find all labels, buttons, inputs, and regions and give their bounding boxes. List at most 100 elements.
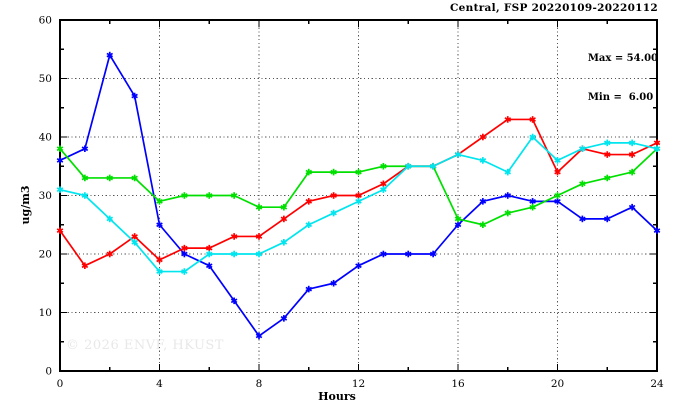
data-point-marker bbox=[106, 51, 114, 59]
data-point-marker bbox=[330, 168, 337, 176]
data-point-marker bbox=[554, 198, 561, 205]
stats-box: Max = 54.00 Min = 6.00 bbox=[588, 26, 658, 130]
data-point-marker bbox=[330, 209, 337, 217]
data-point-marker bbox=[380, 180, 387, 188]
data-point-marker bbox=[181, 192, 188, 199]
data-point-marker bbox=[603, 139, 611, 147]
data-point-marker bbox=[305, 221, 313, 229]
watermark: © 2026 ENVF, HKUST bbox=[66, 338, 224, 353]
data-point-marker bbox=[380, 162, 387, 170]
y-tick-label: 20 bbox=[39, 249, 52, 261]
data-point-marker bbox=[380, 186, 387, 193]
data-point-marker bbox=[255, 233, 263, 240]
data-point-marker bbox=[579, 180, 586, 188]
data-point-marker bbox=[330, 192, 337, 199]
data-point-marker bbox=[205, 250, 213, 258]
data-point-marker bbox=[106, 215, 114, 223]
x-tick-label: 16 bbox=[451, 378, 465, 390]
data-point-marker bbox=[255, 332, 263, 340]
data-point-marker bbox=[230, 192, 238, 199]
data-point-marker bbox=[628, 203, 636, 211]
data-point-marker bbox=[429, 250, 437, 258]
data-point-marker bbox=[355, 198, 362, 205]
data-point-marker bbox=[56, 157, 64, 164]
data-point-marker bbox=[156, 268, 163, 275]
data-point-marker bbox=[603, 174, 611, 182]
data-point-marker bbox=[81, 192, 89, 199]
y-tick-label: 10 bbox=[39, 307, 52, 319]
data-point-marker bbox=[355, 262, 362, 269]
data-point-marker bbox=[56, 227, 64, 234]
data-point-marker bbox=[230, 250, 238, 258]
data-point-marker bbox=[181, 268, 188, 275]
data-point-marker bbox=[305, 168, 313, 176]
x-tick-label: 4 bbox=[156, 378, 163, 390]
data-point-marker bbox=[404, 162, 412, 170]
data-point-marker bbox=[355, 192, 362, 199]
data-point-marker bbox=[529, 133, 536, 141]
data-point-marker bbox=[156, 198, 163, 205]
x-axis-title: Hours bbox=[318, 390, 356, 403]
data-point-marker bbox=[653, 139, 661, 147]
data-point-marker bbox=[131, 239, 138, 246]
data-point-marker bbox=[603, 151, 611, 158]
x-tick-label: 12 bbox=[352, 378, 365, 390]
series-20220111 bbox=[56, 116, 661, 269]
data-point-marker bbox=[280, 239, 288, 246]
data-point-marker bbox=[504, 192, 512, 199]
data-point-marker bbox=[156, 221, 163, 229]
data-point-marker bbox=[81, 262, 89, 269]
data-point-marker bbox=[106, 174, 114, 182]
x-tick-label: 8 bbox=[256, 378, 263, 390]
data-point-marker bbox=[255, 250, 263, 258]
data-point-marker bbox=[529, 198, 536, 205]
data-point-marker bbox=[181, 244, 188, 252]
data-point-marker bbox=[479, 221, 487, 229]
data-point-marker bbox=[529, 116, 536, 123]
data-point-marker bbox=[205, 192, 213, 199]
data-point-marker bbox=[628, 168, 636, 176]
data-point-marker bbox=[81, 174, 89, 182]
data-point-marker bbox=[479, 198, 487, 205]
data-point-marker bbox=[280, 215, 288, 223]
data-point-marker bbox=[454, 215, 462, 223]
chart-title: Central, FSP 20220109-20220112 bbox=[450, 2, 658, 14]
series-20220112 bbox=[56, 133, 661, 275]
y-tick-label: 50 bbox=[39, 73, 52, 85]
x-tick-label: 0 bbox=[57, 378, 64, 390]
data-point-marker bbox=[653, 145, 661, 152]
x-tick-label: 24 bbox=[650, 378, 664, 390]
series-20220110 bbox=[56, 145, 661, 229]
series-line bbox=[59, 148, 658, 226]
data-point-marker bbox=[504, 116, 512, 123]
data-point-marker bbox=[504, 168, 512, 176]
data-point-marker bbox=[255, 203, 263, 211]
data-point-marker bbox=[305, 285, 313, 293]
data-point-marker bbox=[131, 233, 138, 240]
y-tick-label: 30 bbox=[39, 190, 52, 202]
data-point-marker bbox=[454, 151, 462, 158]
data-point-marker bbox=[230, 297, 238, 305]
data-point-marker bbox=[56, 186, 64, 193]
data-point-marker bbox=[181, 250, 188, 258]
axis-ticks bbox=[59, 19, 658, 372]
data-point-marker bbox=[280, 203, 288, 211]
data-point-marker bbox=[355, 168, 362, 176]
data-point-marker bbox=[554, 168, 561, 176]
data-point-marker bbox=[603, 215, 611, 223]
data-point-marker bbox=[554, 157, 561, 164]
data-point-marker bbox=[628, 151, 636, 158]
data-point-marker bbox=[230, 233, 238, 240]
stats-min-label: Min = 6.00 bbox=[587, 92, 654, 103]
data-point-marker bbox=[305, 198, 313, 205]
data-point-marker bbox=[529, 203, 536, 211]
data-point-marker bbox=[454, 221, 462, 229]
data-point-marker bbox=[131, 92, 138, 100]
data-point-marker bbox=[579, 215, 586, 223]
data-point-marker bbox=[628, 139, 636, 147]
data-point-marker bbox=[205, 262, 213, 269]
y-tick-label: 40 bbox=[39, 132, 52, 144]
